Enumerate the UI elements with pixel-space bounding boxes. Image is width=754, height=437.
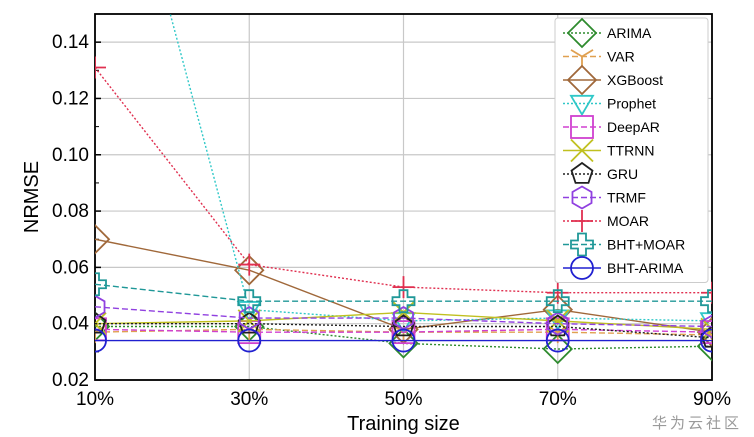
y-tick-label: 0.04 bbox=[52, 314, 89, 335]
series-line bbox=[95, 328, 712, 333]
data-point bbox=[238, 253, 261, 276]
y-tick-label: 0.08 bbox=[52, 201, 89, 222]
data-point bbox=[391, 320, 416, 345]
series-bht-arima bbox=[95, 328, 712, 353]
data-point bbox=[546, 309, 570, 333]
series-bht-moar bbox=[95, 272, 712, 314]
data-point bbox=[696, 330, 712, 362]
legend-label: Prophet bbox=[607, 96, 656, 112]
legend-box bbox=[554, 17, 709, 283]
x-axis-label: Training size bbox=[347, 413, 460, 435]
legend-marker bbox=[570, 232, 594, 257]
legend-item: ARIMA bbox=[563, 17, 652, 49]
data-point bbox=[391, 289, 416, 314]
data-point bbox=[95, 317, 107, 342]
data-point bbox=[700, 320, 712, 345]
legend-marker bbox=[570, 161, 594, 184]
y-tick-label: 0.14 bbox=[52, 32, 89, 53]
data-point bbox=[700, 328, 712, 353]
data-point bbox=[701, 281, 712, 304]
data-point bbox=[542, 333, 574, 365]
data-point bbox=[701, 314, 712, 339]
data-point bbox=[699, 312, 712, 334]
legend-item: BHT+MOAR bbox=[563, 232, 685, 257]
data-point bbox=[700, 289, 712, 314]
series-line bbox=[95, 322, 712, 339]
data-point bbox=[95, 311, 107, 334]
y-tick-label: 0.06 bbox=[52, 257, 89, 278]
data-point bbox=[95, 328, 107, 353]
data-point bbox=[388, 328, 419, 359]
x-tick-label: 10% bbox=[76, 389, 114, 410]
legend-marker bbox=[571, 185, 593, 210]
watermark: 华为云社区 bbox=[651, 414, 742, 432]
data-point bbox=[700, 317, 712, 341]
data-point bbox=[233, 254, 265, 286]
data-point bbox=[392, 276, 415, 299]
data-point bbox=[95, 272, 107, 297]
legend-label: XGBoost bbox=[607, 72, 663, 88]
legend-marker bbox=[570, 138, 594, 163]
legend-marker bbox=[569, 94, 595, 117]
data-point bbox=[95, 294, 106, 319]
legend-item: XGBoost bbox=[563, 64, 663, 96]
legend-label: VAR bbox=[607, 49, 635, 65]
legend-label: BHT-ARIMA bbox=[607, 260, 684, 276]
data-point bbox=[95, 56, 106, 79]
y-axis-label: NRMSE bbox=[21, 161, 43, 233]
x-tick-label: 30% bbox=[230, 389, 268, 410]
legend-item: GRU bbox=[563, 161, 638, 184]
legend-marker bbox=[570, 256, 594, 280]
data-point bbox=[547, 311, 569, 336]
data-point bbox=[391, 328, 416, 353]
legend-label: ARIMA bbox=[607, 25, 652, 41]
legend-label: GRU bbox=[607, 166, 638, 182]
legend-item: TTRNN bbox=[563, 138, 654, 163]
data-point bbox=[95, 223, 111, 255]
series-trmf bbox=[95, 294, 712, 339]
legend-label: TTRNN bbox=[607, 143, 654, 159]
x-tick-label: 50% bbox=[384, 389, 422, 410]
legend-item: TRMF bbox=[563, 185, 646, 210]
legend-label: DeepAR bbox=[607, 119, 660, 135]
data-point bbox=[237, 289, 262, 314]
data-point bbox=[237, 328, 262, 353]
series-line bbox=[95, 306, 712, 328]
y-tick-label: 0.10 bbox=[52, 145, 89, 166]
legend-marker bbox=[566, 17, 598, 49]
legend-item: MOAR bbox=[563, 210, 649, 232]
legend-marker bbox=[570, 115, 594, 139]
legend-marker bbox=[566, 64, 598, 96]
series-moar bbox=[95, 56, 712, 304]
x-tick-label: 70% bbox=[539, 389, 577, 410]
data-point bbox=[545, 289, 570, 314]
legend-item: Prophet bbox=[563, 94, 656, 117]
legend-label: BHT+MOAR bbox=[607, 237, 685, 253]
x-tick-label: 90% bbox=[693, 389, 731, 410]
legend-marker bbox=[571, 210, 593, 232]
legend-label: MOAR bbox=[607, 213, 649, 229]
y-tick-label: 0.02 bbox=[52, 370, 89, 391]
y-tick-label: 0.12 bbox=[52, 88, 89, 109]
plot-frame bbox=[94, 13, 713, 381]
legend-item: BHT-ARIMA bbox=[563, 256, 684, 280]
legend-label: TRMF bbox=[607, 190, 646, 206]
legend: ARIMA VAR XGBoost Prophet DeepAR TTRNN GRU TRMF… bbox=[554, 17, 709, 283]
data-point bbox=[545, 328, 570, 353]
legend-item: DeepAR bbox=[563, 115, 660, 139]
series-line bbox=[95, 283, 712, 302]
data-point bbox=[546, 281, 569, 304]
